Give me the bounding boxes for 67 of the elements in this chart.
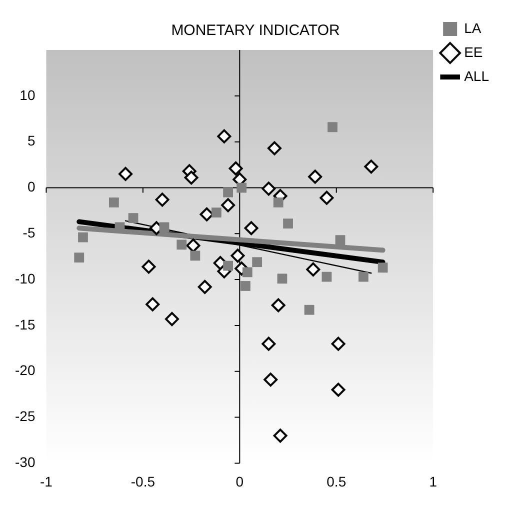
point	[358, 272, 368, 282]
point	[252, 257, 262, 268]
legend-label: ALL	[464, 68, 490, 84]
y-tick-label: 0	[27, 178, 36, 195]
point	[271, 298, 286, 312]
y-tick-label: -5	[22, 224, 36, 241]
point	[190, 250, 200, 261]
point	[283, 218, 293, 228]
point	[142, 260, 156, 274]
point	[308, 170, 322, 184]
point	[228, 161, 243, 176]
point	[164, 312, 179, 326]
point	[262, 182, 276, 196]
point	[146, 297, 160, 312]
y-tick-label: 10	[20, 86, 36, 103]
point	[128, 213, 138, 223]
point	[262, 336, 276, 351]
point	[328, 122, 338, 132]
point	[304, 304, 314, 315]
point	[335, 235, 346, 246]
point	[322, 272, 332, 282]
point	[378, 262, 388, 273]
point	[186, 238, 200, 253]
point	[108, 197, 119, 208]
point	[223, 260, 234, 271]
x-tick-label: 1	[429, 473, 438, 490]
point	[223, 187, 234, 198]
point	[217, 129, 232, 144]
point	[273, 428, 288, 443]
point	[306, 262, 320, 276]
point	[364, 160, 378, 174]
point	[277, 274, 288, 284]
point	[240, 281, 250, 291]
point	[331, 336, 346, 351]
point	[320, 190, 334, 205]
legend-label: LA	[464, 20, 482, 36]
y-tick-label: -15	[15, 316, 36, 332]
legend-label: EE	[464, 44, 483, 60]
point	[242, 267, 252, 278]
point	[331, 382, 346, 397]
x-tick-label: -0.5	[130, 473, 156, 490]
y-tick-label: -10	[15, 270, 36, 286]
point	[267, 141, 282, 156]
y-tick-label: -30	[15, 454, 36, 470]
chart-title: MONETARY INDICATOR	[171, 22, 340, 40]
point	[118, 166, 133, 181]
x-tick-label: 0	[236, 473, 244, 490]
point	[74, 252, 84, 262]
point	[176, 240, 187, 250]
point	[244, 221, 258, 236]
point	[212, 208, 222, 218]
x-tick-label: 0.5	[326, 473, 346, 490]
point	[236, 182, 247, 193]
point	[232, 172, 247, 186]
point	[78, 232, 88, 242]
point	[155, 192, 170, 207]
point	[221, 198, 236, 212]
point	[273, 197, 284, 208]
x-tick-label: -1	[40, 473, 53, 490]
y-tick-label: -20	[15, 362, 36, 378]
point	[198, 280, 212, 294]
point	[184, 170, 198, 185]
y-tick-label: 5	[27, 132, 36, 149]
y-tick-label: -25	[15, 408, 36, 424]
point	[264, 372, 278, 387]
point	[230, 248, 245, 263]
point	[159, 222, 170, 232]
